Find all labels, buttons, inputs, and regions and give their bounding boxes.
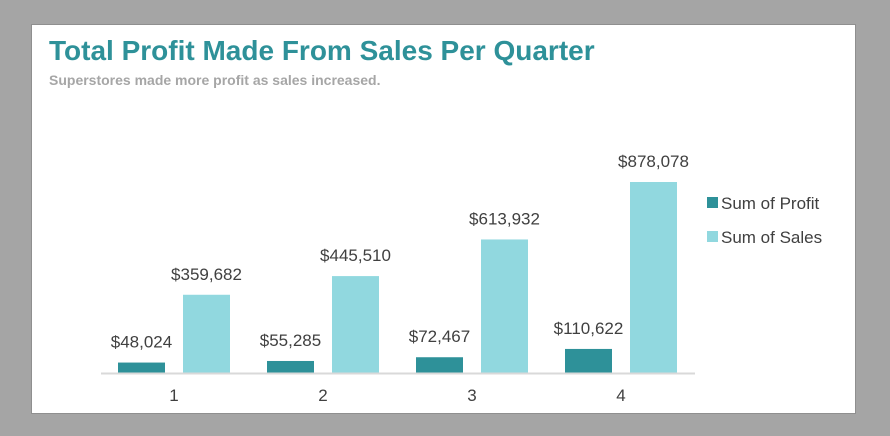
- chart-subtitle: Superstores made more profit as sales in…: [49, 72, 381, 88]
- data-label-sales-q4: $878,078: [618, 152, 689, 171]
- data-label-profit-q1: $48,024: [111, 333, 172, 352]
- legend-label-sales: Sum of Sales: [721, 228, 822, 247]
- bar-sales-q3: [481, 239, 528, 373]
- legend-swatch-sales: [707, 231, 718, 242]
- x-tick-label-1: 1: [169, 386, 178, 405]
- x-tick-label-4: 4: [616, 386, 625, 405]
- chart-card: Total Profit Made From Sales Per Quarter…: [31, 24, 856, 414]
- data-label-sales-q3: $613,932: [469, 209, 540, 228]
- bar-sales-q2: [332, 276, 379, 373]
- bar-profit-q1: [118, 362, 165, 373]
- data-label-profit-q3: $72,467: [409, 327, 470, 346]
- legend-label-profit: Sum of Profit: [721, 194, 820, 213]
- bar-sales-q4: [630, 182, 677, 373]
- x-tick-label-3: 3: [467, 386, 476, 405]
- data-label-profit-q2: $55,285: [260, 331, 321, 350]
- legend-swatch-profit: [707, 197, 718, 208]
- x-tick-label-2: 2: [318, 386, 327, 405]
- data-label-sales-q2: $445,510: [320, 246, 391, 265]
- data-label-sales-q1: $359,682: [171, 265, 242, 284]
- bar-profit-q4: [565, 348, 612, 373]
- bar-profit-q2: [267, 360, 314, 373]
- data-label-profit-q4: $110,622: [554, 319, 624, 338]
- chart-title: Total Profit Made From Sales Per Quarter: [49, 35, 595, 66]
- bar-profit-q3: [416, 357, 463, 373]
- bar-chart: $48,024 $359,682 1 $55,285 $445,510 2 $72,467 $…: [101, 152, 822, 405]
- bar-sales-q1: [183, 294, 230, 373]
